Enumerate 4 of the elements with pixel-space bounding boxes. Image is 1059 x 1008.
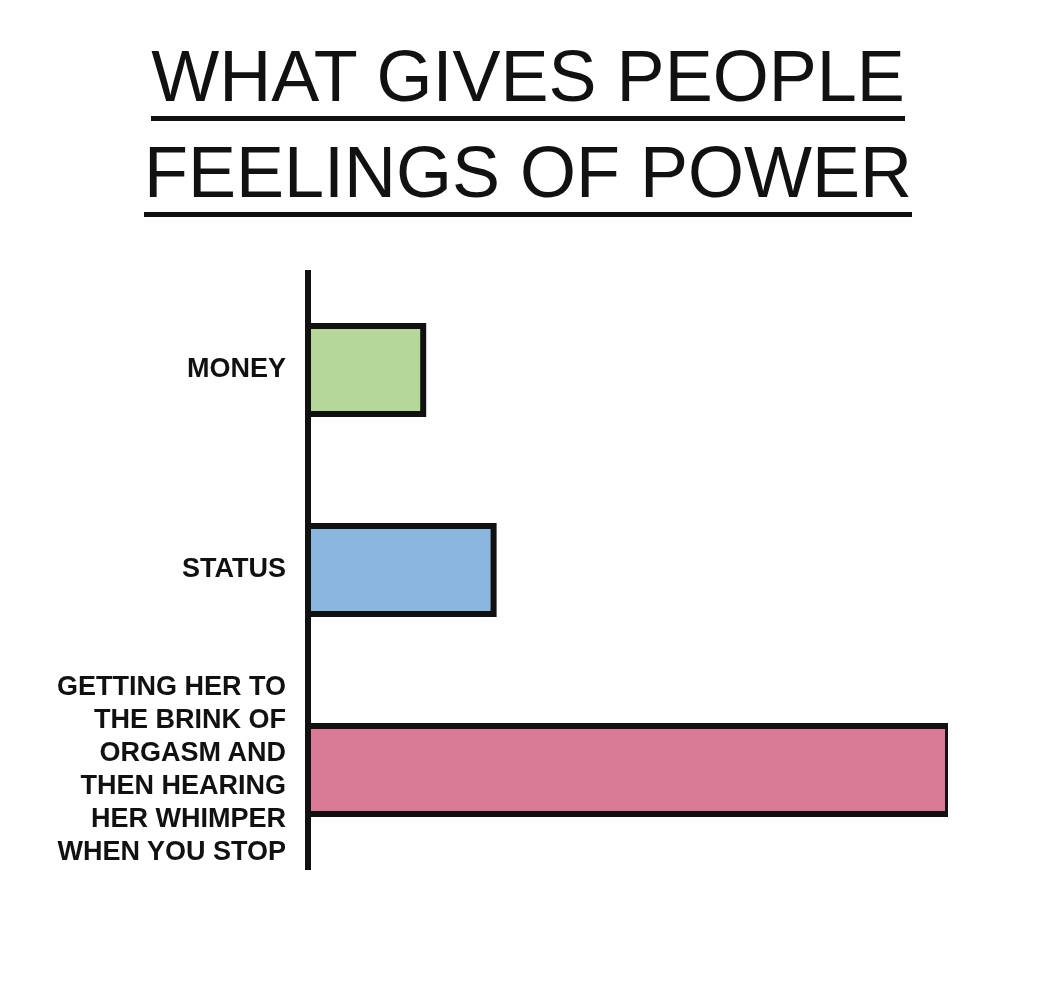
y-tick-label: MONEY bbox=[186, 353, 286, 384]
chart-title: WHAT GIVES PEOPLE FEELINGS OF POWER bbox=[143, 36, 913, 217]
y-tick-label: GETTING HER TO THE BRINK OF ORGASM AND THEN HEARING HER WHIMPER WHEN YOU STOP bbox=[56, 670, 286, 866]
y-tick-label: STATUS bbox=[182, 553, 286, 584]
